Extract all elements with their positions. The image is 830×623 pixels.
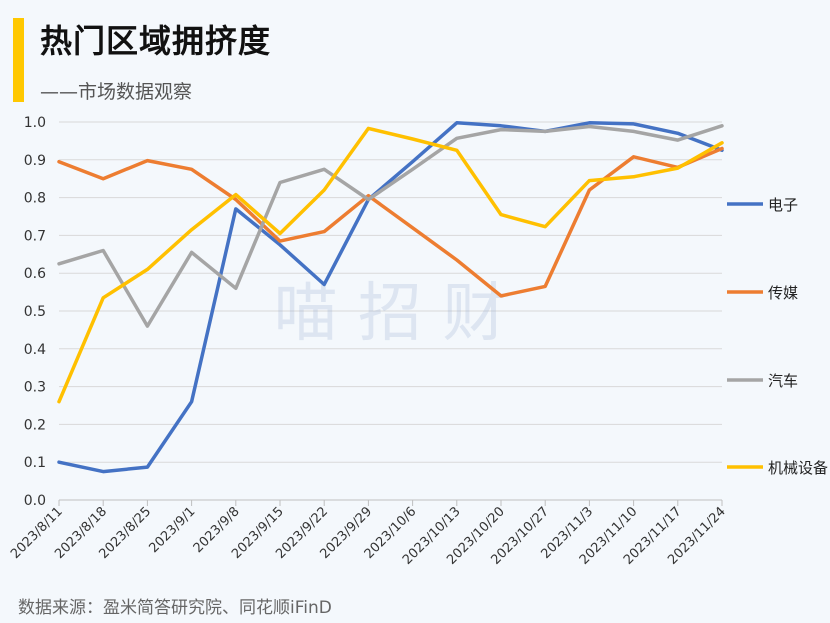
y-tick-label: 0.9: [24, 153, 46, 169]
legend-label: 汽车: [768, 372, 798, 390]
legend-label: 机械设备: [768, 459, 828, 477]
series-line-1: [57, 121, 724, 474]
y-tick-label: 0.1: [24, 455, 46, 471]
y-tick-label: 0.0: [24, 493, 46, 509]
y-tick-label: 0.2: [24, 417, 46, 433]
series-line-4: [57, 126, 724, 404]
x-tick-label: 2023/9/1: [147, 504, 199, 556]
legend-item: 电子: [727, 196, 798, 214]
y-tick-label: 0.7: [24, 228, 46, 244]
y-tick-label: 0.5: [24, 304, 46, 320]
chart-title: 热门区域拥挤度: [40, 22, 272, 60]
data-source-note: 数据来源：盈米简答研究院、同花顺iFinD: [18, 598, 332, 618]
series-line-2: [57, 146, 724, 298]
y-tick-label: 1.0: [24, 115, 46, 131]
legend-label: 电子: [768, 196, 798, 214]
series-line-3: [57, 124, 724, 328]
y-tick-label: 0.3: [24, 380, 46, 396]
watermark: 喵 招 财: [274, 277, 507, 351]
chart-subtitle: ——市场数据观察: [40, 81, 193, 103]
legend-item: 传媒: [727, 284, 798, 302]
y-tick-label: 0.8: [24, 191, 46, 207]
legend-item: 机械设备: [727, 459, 828, 477]
title-accent-bar: [13, 18, 24, 102]
y-tick-label: 0.4: [24, 342, 46, 358]
y-tick-label: 0.6: [24, 266, 46, 282]
legend-label: 传媒: [768, 284, 798, 302]
legend-item: 汽车: [727, 372, 798, 390]
